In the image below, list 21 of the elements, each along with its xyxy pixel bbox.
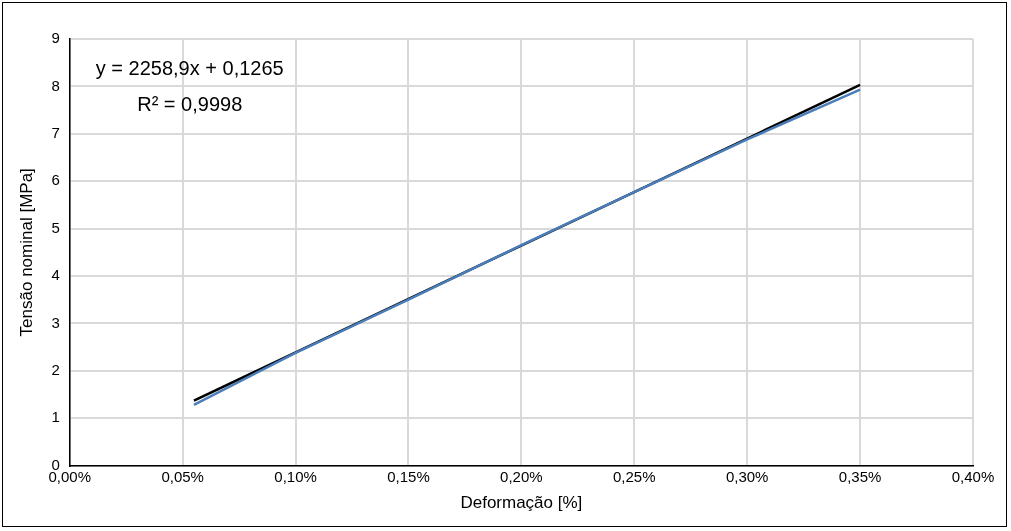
y-tick-label: 3 [51, 313, 60, 331]
y-tick-label: 5 [51, 218, 60, 236]
x-tick-label: 0,05% [161, 467, 204, 485]
y-tick-label: 9 [51, 29, 60, 47]
y-tick-label: 4 [51, 266, 60, 284]
y-tick-label: 1 [51, 408, 60, 426]
x-axis-title: Deformação [%] [460, 493, 583, 513]
y-tick-label: 6 [51, 171, 60, 189]
annotation: R² = 0,9998 [137, 92, 243, 115]
x-tick-label: 0,20% [500, 467, 543, 485]
annotation: y = 2258,9x + 0,1265 [95, 56, 284, 79]
x-tick-label: 0,40% [951, 467, 995, 485]
x-tick-label: 0,35% [838, 467, 882, 485]
x-tick-label: 0,15% [387, 467, 430, 485]
x-tick-label: 0,25% [613, 467, 656, 485]
x-tick-label: 0,30% [725, 467, 769, 485]
y-tick-label: 8 [51, 76, 60, 94]
y-tick-label: 7 [51, 123, 60, 141]
y-axis-title: Tensão nominal [MPa] [16, 168, 36, 337]
y-tick-label: 2 [51, 360, 60, 378]
x-tick-label: 0,10% [274, 467, 317, 485]
